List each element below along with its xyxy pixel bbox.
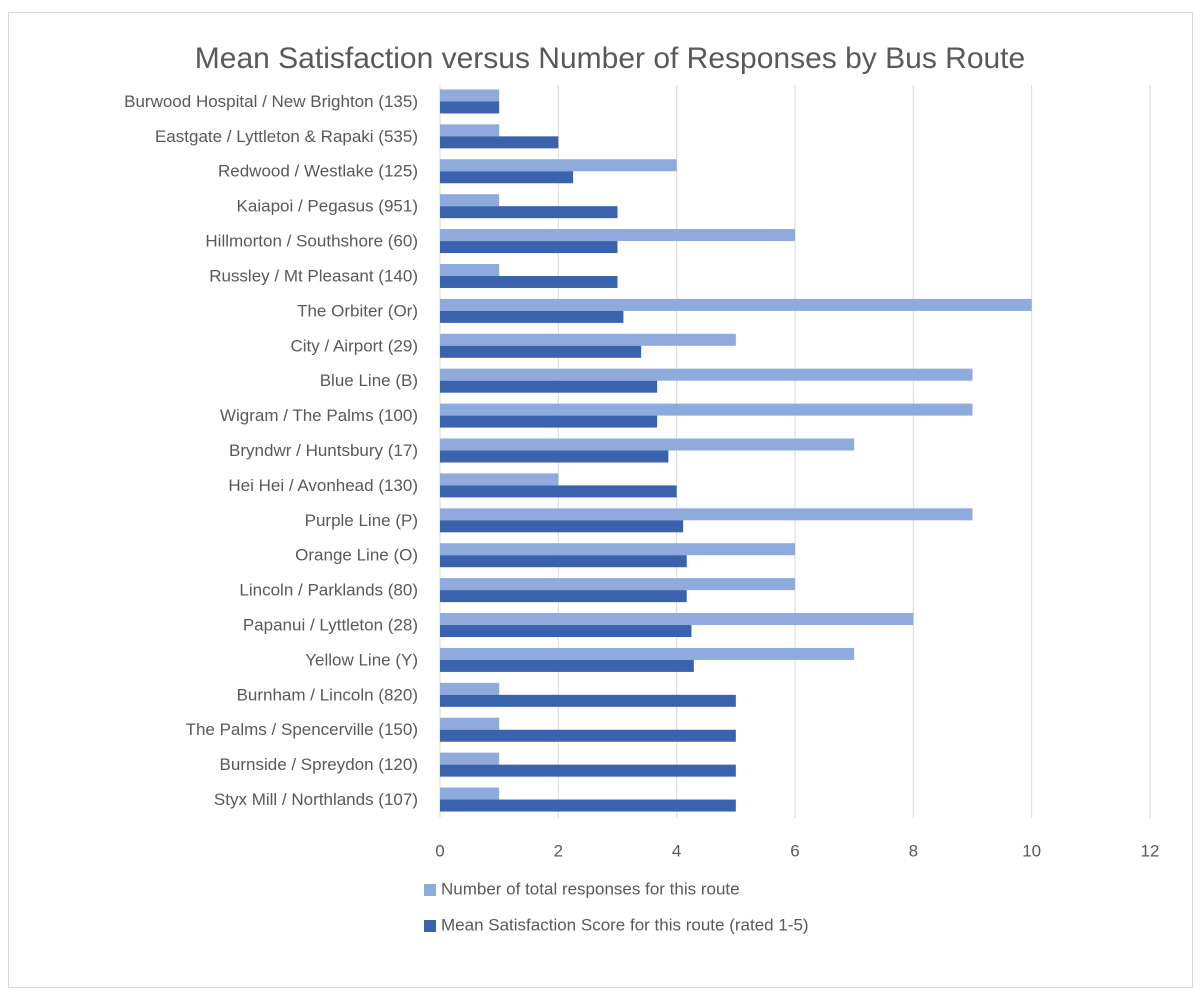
y-tick-label: Purple Line (P) xyxy=(305,511,418,530)
bar xyxy=(440,520,684,533)
bar xyxy=(440,438,855,451)
y-tick-label: Yellow Line (Y) xyxy=(305,650,418,669)
bar xyxy=(440,194,500,207)
y-tick-label: Hillmorton / Southshore (60) xyxy=(205,232,418,251)
bar xyxy=(440,578,795,591)
bar xyxy=(440,799,736,812)
bar xyxy=(440,613,914,626)
bar xyxy=(440,171,574,184)
bar xyxy=(440,625,692,638)
y-tick-label: Kaiapoi / Pegasus (951) xyxy=(237,197,418,216)
bar xyxy=(440,368,973,381)
y-tick-label: Hei Hei / Avonhead (130) xyxy=(228,476,418,495)
y-tick-label: Blue Line (B) xyxy=(320,371,418,390)
bar xyxy=(440,485,677,498)
x-tick-label: 6 xyxy=(790,841,799,860)
bar xyxy=(440,508,973,521)
y-tick-label: Styx Mill / Northlands (107) xyxy=(214,790,418,809)
x-tick-label: 12 xyxy=(1141,841,1160,860)
y-tick-label: The Palms / Spencerville (150) xyxy=(186,720,418,739)
legend-swatch xyxy=(424,920,436,932)
y-tick-label: Lincoln / Parklands (80) xyxy=(239,581,418,600)
bar xyxy=(440,415,658,428)
bar xyxy=(440,694,736,707)
legend-label: Mean Satisfaction Score for this route (… xyxy=(441,915,809,934)
y-tick-label: Burnside / Spreydon (120) xyxy=(220,755,418,774)
chart-border xyxy=(8,12,1193,988)
y-tick-label: City / Airport (29) xyxy=(290,336,418,355)
bar xyxy=(440,298,1032,311)
bar xyxy=(440,555,687,568)
y-tick-label: Russley / Mt Pleasant (140) xyxy=(209,266,418,285)
y-tick-label: Papanui / Lyttleton (28) xyxy=(243,616,418,635)
bar xyxy=(440,590,687,603)
x-tick-label: 4 xyxy=(672,841,681,860)
bar xyxy=(440,136,559,149)
y-tick-label: Burnham / Lincoln (820) xyxy=(237,685,418,704)
x-tick-label: 2 xyxy=(554,841,563,860)
y-tick-label: Redwood / Westlake (125) xyxy=(218,162,418,181)
y-tick-label: Wigram / The Palms (100) xyxy=(220,406,418,425)
y-tick-label: Bryndwr / Huntsbury (17) xyxy=(229,441,418,460)
x-tick-label: 0 xyxy=(435,841,444,860)
chart-title: Mean Satisfaction versus Number of Respo… xyxy=(195,42,1025,75)
x-tick-label: 10 xyxy=(1022,841,1041,860)
bar xyxy=(440,682,500,695)
bar xyxy=(440,345,642,358)
bar xyxy=(440,659,694,672)
bar xyxy=(440,403,973,416)
bar xyxy=(440,241,618,254)
bar xyxy=(440,89,500,102)
bar xyxy=(440,206,618,219)
bar xyxy=(440,717,500,730)
y-tick-label: Eastgate / Lyttleton & Rapaki (535) xyxy=(155,127,418,146)
bar xyxy=(440,275,618,288)
bar xyxy=(440,543,795,556)
bar xyxy=(440,333,736,346)
bar xyxy=(440,310,624,323)
x-tick-label: 8 xyxy=(909,841,918,860)
y-tick-label: The Orbiter (Or) xyxy=(297,301,418,320)
legend-swatch xyxy=(424,884,436,896)
bar xyxy=(440,752,500,765)
bar xyxy=(440,450,669,463)
y-tick-label: Orange Line (O) xyxy=(295,546,418,565)
bar xyxy=(440,229,795,242)
bar xyxy=(440,787,500,800)
bar xyxy=(440,263,500,276)
bar xyxy=(440,124,500,137)
bar xyxy=(440,764,736,777)
bar xyxy=(440,101,500,114)
y-tick-label: Burwood Hospital / New Brighton (135) xyxy=(124,92,418,111)
bar xyxy=(440,159,677,172)
bar xyxy=(440,380,658,393)
bar xyxy=(440,729,736,742)
bar xyxy=(440,473,559,486)
bar xyxy=(440,647,855,660)
legend-label: Number of total responses for this route xyxy=(441,879,740,898)
